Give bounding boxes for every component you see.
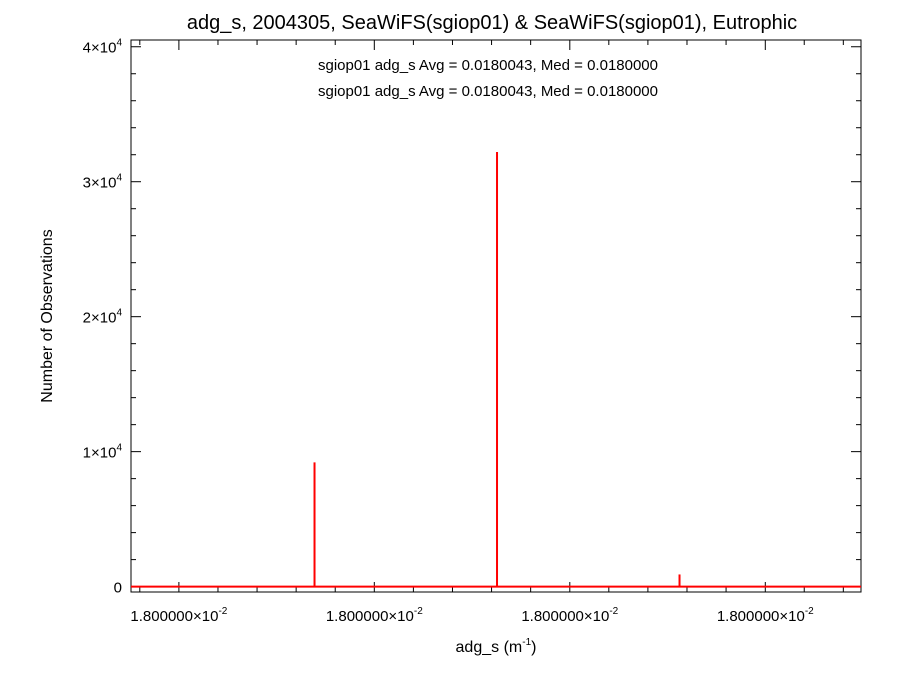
x-tick-exponent: -2 <box>414 606 423 617</box>
x-tick-label: 1.800000×10-2 <box>521 606 618 625</box>
plot-frame <box>130 39 862 593</box>
y-tick-exponent: 4 <box>116 173 122 184</box>
x-axis-label-exponent: -1 <box>522 637 531 648</box>
y-tick-mantissa: 2×10 <box>83 310 117 327</box>
x-tick-mantissa: 1.800000×10 <box>521 608 609 625</box>
x-axis-label-base: adg_s (m <box>456 639 523 656</box>
x-tick-exponent: -2 <box>805 606 814 617</box>
x-tick-mantissa: 1.800000×10 <box>326 608 414 625</box>
x-axis-label: adg_s (m-1) <box>456 637 537 656</box>
histogram-series <box>131 152 861 588</box>
y-tick-label: 2×104 <box>83 308 123 327</box>
x-tick-label: 1.800000×10-2 <box>130 606 227 625</box>
y-tick-mantissa: 1×10 <box>83 445 117 462</box>
y-tick-label: 1×104 <box>83 443 123 462</box>
y-tick-exponent: 4 <box>116 38 122 49</box>
y-tick-label: 3×104 <box>83 173 123 192</box>
x-tick-exponent: -2 <box>218 606 227 617</box>
x-tick-mantissa: 1.800000×10 <box>717 608 805 625</box>
y-tick-exponent: 4 <box>116 308 122 319</box>
chart-title: adg_s, 2004305, SeaWiFS(sgiop01) & SeaWi… <box>187 12 797 34</box>
y-tick-label: 0 <box>114 580 122 597</box>
y-tick-label: 4×104 <box>83 38 123 57</box>
x-axis-label-close: ) <box>531 639 536 656</box>
x-tick-mantissa: 1.800000×10 <box>130 608 218 625</box>
x-tick-label: 1.800000×10-2 <box>717 606 814 625</box>
y-tick-mantissa: 3×10 <box>83 175 117 192</box>
y-axis-label: Number of Observations <box>39 229 56 402</box>
x-axis-ticks: 1.800000×10-2 1.800000×10-2 1.800000×10-2 1… <box>130 40 844 625</box>
x-tick-exponent: -2 <box>609 606 618 617</box>
annotation-red: sgiop01 adg_s Avg = 0.0180043, Med = 0.0… <box>318 83 658 100</box>
y-tick-mantissa: 4×10 <box>83 40 117 57</box>
y-tick-exponent: 4 <box>116 443 122 454</box>
x-tick-label: 1.800000×10-2 <box>326 606 423 625</box>
annotation-black: sgiop01 adg_s Avg = 0.0180043, Med = 0.0… <box>318 57 658 74</box>
